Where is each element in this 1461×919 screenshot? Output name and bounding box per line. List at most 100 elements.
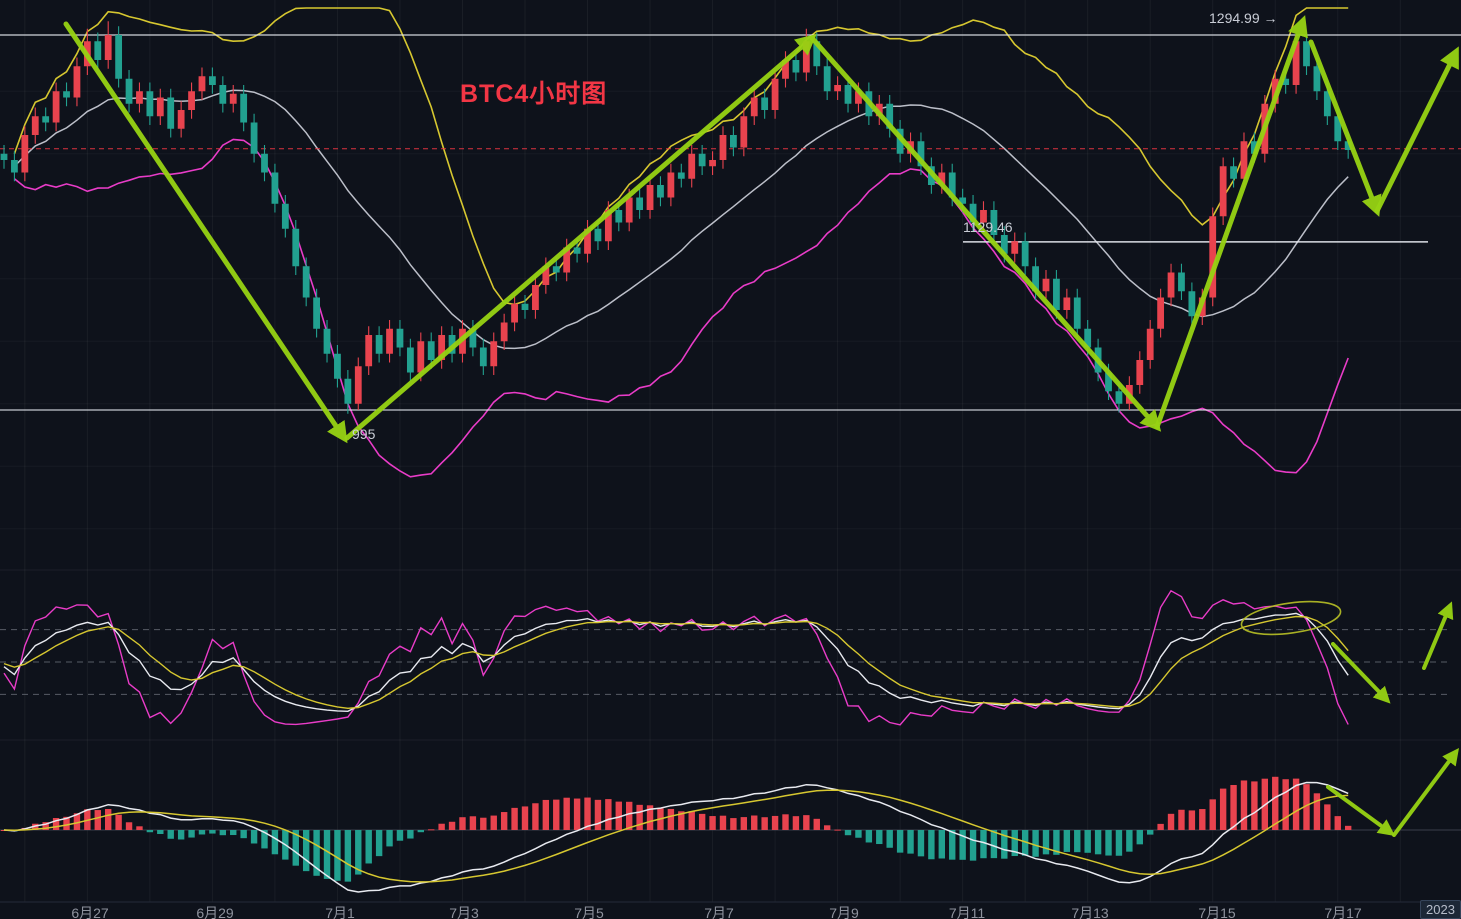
candle[interactable] xyxy=(657,185,664,198)
candle[interactable] xyxy=(375,335,383,354)
candle[interactable] xyxy=(136,91,143,104)
candle[interactable] xyxy=(542,266,550,285)
candle[interactable] xyxy=(219,85,227,104)
candle[interactable] xyxy=(615,210,623,223)
candle[interactable] xyxy=(396,328,404,348)
candle[interactable] xyxy=(688,153,696,179)
candle[interactable] xyxy=(1167,272,1175,298)
candle[interactable] xyxy=(823,66,831,92)
candle[interactable] xyxy=(31,116,39,135)
candle[interactable] xyxy=(490,341,498,367)
candle[interactable] xyxy=(500,322,508,342)
candle[interactable] xyxy=(42,116,50,123)
candle[interactable] xyxy=(479,347,487,367)
candle[interactable] xyxy=(1073,297,1081,329)
candle[interactable] xyxy=(730,135,737,148)
candle[interactable] xyxy=(104,35,112,60)
candle[interactable] xyxy=(875,103,883,117)
candle[interactable] xyxy=(1313,66,1321,92)
candle[interactable] xyxy=(584,228,591,254)
candle[interactable] xyxy=(1344,141,1352,150)
x-axis[interactable]: 2023 6月27 6月29 7月1 7月3 7月5 7月7 7月9 7月11 7月13 7月15… xyxy=(0,900,1461,919)
candle[interactable] xyxy=(240,93,248,123)
candle[interactable] xyxy=(667,172,675,198)
candle[interactable] xyxy=(0,153,8,160)
candle[interactable] xyxy=(698,153,706,167)
candle[interactable] xyxy=(438,335,446,360)
candle[interactable] xyxy=(969,203,977,223)
candle[interactable] xyxy=(21,135,29,173)
candle[interactable] xyxy=(1178,272,1185,292)
candle[interactable] xyxy=(1292,41,1300,85)
candle[interactable] xyxy=(646,185,654,210)
candle[interactable] xyxy=(334,353,341,379)
candle[interactable] xyxy=(188,91,195,110)
candle[interactable] xyxy=(386,328,393,354)
candle[interactable] xyxy=(94,41,102,60)
candle[interactable] xyxy=(1115,391,1123,404)
candle[interactable] xyxy=(709,160,716,167)
candle[interactable] xyxy=(677,172,685,179)
candle[interactable] xyxy=(292,228,300,267)
candle[interactable] xyxy=(1230,166,1237,179)
candle[interactable] xyxy=(1251,141,1258,154)
candle[interactable] xyxy=(1303,41,1310,67)
candle[interactable] xyxy=(1053,278,1060,310)
candle[interactable] xyxy=(896,128,904,154)
candle[interactable] xyxy=(146,91,154,117)
candle[interactable] xyxy=(719,135,727,160)
candle[interactable] xyxy=(1000,235,1008,254)
candle[interactable] xyxy=(521,303,529,310)
candle[interactable] xyxy=(1219,166,1227,217)
candle[interactable] xyxy=(782,60,789,79)
candle[interactable] xyxy=(63,91,70,98)
candle[interactable] xyxy=(344,378,352,404)
candle[interactable] xyxy=(406,347,414,373)
candle[interactable] xyxy=(209,76,216,85)
candle[interactable] xyxy=(1157,297,1165,329)
candle[interactable] xyxy=(1188,291,1196,317)
candle[interactable] xyxy=(323,328,331,354)
candle[interactable] xyxy=(365,335,373,367)
candle[interactable] xyxy=(354,366,362,404)
candle[interactable] xyxy=(427,341,435,360)
candle[interactable] xyxy=(990,210,998,235)
candle[interactable] xyxy=(938,172,946,186)
candle[interactable] xyxy=(1042,278,1050,292)
candle[interactable] xyxy=(1105,372,1112,392)
candle[interactable] xyxy=(198,76,206,92)
candle[interactable] xyxy=(417,341,425,373)
candle[interactable] xyxy=(750,97,758,117)
candle[interactable] xyxy=(1323,91,1331,117)
candlestick-series[interactable] xyxy=(0,21,1352,414)
candle[interactable] xyxy=(11,160,18,173)
candle[interactable] xyxy=(73,66,81,98)
candle[interactable] xyxy=(313,297,320,329)
candle[interactable] xyxy=(604,210,612,242)
candle[interactable] xyxy=(802,41,810,73)
candle[interactable] xyxy=(1084,328,1092,348)
candle[interactable] xyxy=(563,247,571,273)
candle[interactable] xyxy=(1240,141,1248,179)
candle[interactable] xyxy=(980,210,987,223)
candle[interactable] xyxy=(1282,78,1290,85)
candle[interactable] xyxy=(469,328,477,348)
candle[interactable] xyxy=(636,197,644,211)
candle[interactable] xyxy=(250,122,258,154)
candle[interactable] xyxy=(1334,116,1342,142)
candle[interactable] xyxy=(281,203,289,229)
candle[interactable] xyxy=(125,78,133,104)
candle[interactable] xyxy=(625,197,633,223)
candle[interactable] xyxy=(1209,216,1217,298)
candle[interactable] xyxy=(1063,297,1071,311)
candle[interactable] xyxy=(761,97,769,111)
candle[interactable] xyxy=(1011,241,1019,254)
candle[interactable] xyxy=(271,172,279,204)
candle[interactable] xyxy=(1146,328,1154,360)
candle[interactable] xyxy=(532,285,539,310)
candle[interactable] xyxy=(229,93,237,104)
candle[interactable] xyxy=(948,172,956,198)
candle[interactable] xyxy=(167,97,175,129)
candle[interactable] xyxy=(1136,360,1144,385)
